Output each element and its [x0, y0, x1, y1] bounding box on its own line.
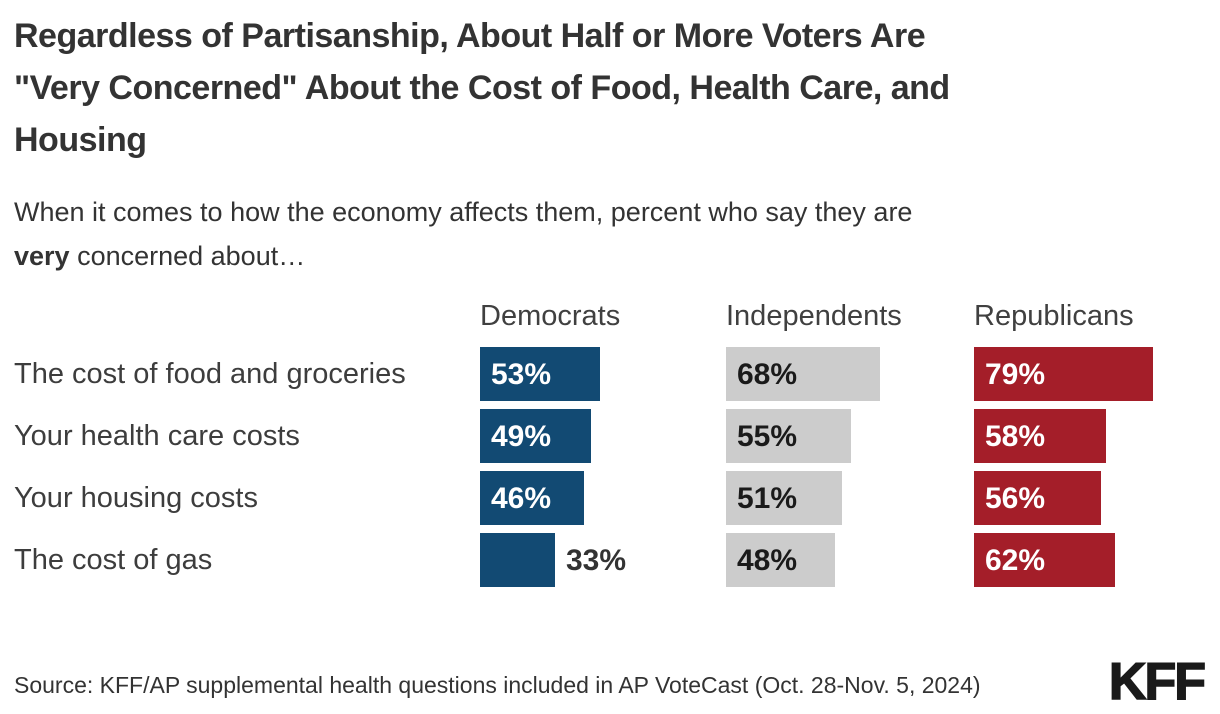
- chart-title-line-3: Housing: [14, 121, 147, 159]
- bar-value-label: 51%: [737, 482, 798, 515]
- chart-title-line-2: "Very Concerned" About the Cost of Food,…: [14, 69, 950, 107]
- category-label: The cost of gas: [14, 544, 213, 576]
- bar-republicans-2: 56%: [974, 471, 1101, 525]
- chart-subtitle: When it comes to how the economy affects…: [14, 190, 1194, 278]
- chart-title-line-1: Regardless of Partisanship, About Half o…: [14, 17, 926, 55]
- chart-subtitle-line-1: When it comes to how the economy affects…: [14, 197, 913, 227]
- bar-value-label: 53%: [491, 358, 552, 391]
- bar-value-label: 46%: [491, 482, 552, 515]
- bar-democrats-0: 53%: [480, 347, 600, 401]
- bar-independents-1: 55%: [726, 409, 851, 463]
- chart-subtitle-line-2: very concerned about…: [14, 234, 1194, 278]
- series-header-democrats: Democrats: [480, 300, 621, 332]
- category-label: The cost of food and groceries: [14, 358, 406, 390]
- kff-logo: KFF: [1108, 652, 1207, 712]
- bar-republicans-0: 79%: [974, 347, 1153, 401]
- source-note: Source: KFF/AP supplemental health quest…: [14, 672, 981, 698]
- bar-democrats-1: 49%: [480, 409, 591, 463]
- category-label: Your housing costs: [14, 482, 258, 514]
- subtitle-bold-word: very: [14, 241, 70, 271]
- bar-value-label: 56%: [985, 482, 1046, 515]
- bar-value-label: 58%: [985, 420, 1046, 453]
- bar-independents-2: 51%: [726, 471, 842, 525]
- bar-value-label: 33%: [566, 544, 627, 577]
- bar-independents-3: 48%: [726, 533, 835, 587]
- bar-republicans-1: 58%: [974, 409, 1106, 463]
- subtitle-rest: concerned about…: [69, 241, 306, 271]
- bar-value-label: 55%: [737, 420, 798, 453]
- series-header-republicans: Republicans: [974, 300, 1134, 332]
- bar-value-label: 68%: [737, 358, 798, 391]
- bar-republicans-3: 62%: [974, 533, 1115, 587]
- bar-value-label: 62%: [985, 544, 1046, 577]
- bar-value-label: 49%: [491, 420, 552, 453]
- bar-independents-0: 68%: [726, 347, 880, 401]
- bar-democrats-3: 33%: [480, 533, 626, 587]
- bar-value-label: 48%: [737, 544, 798, 577]
- chart-title: Regardless of Partisanship, About Half o…: [14, 10, 1194, 166]
- series-header-independents: Independents: [726, 300, 902, 332]
- category-label: Your health care costs: [14, 420, 300, 452]
- bar-democrats-2: 46%: [480, 471, 584, 525]
- bar-value-label: 79%: [985, 358, 1046, 391]
